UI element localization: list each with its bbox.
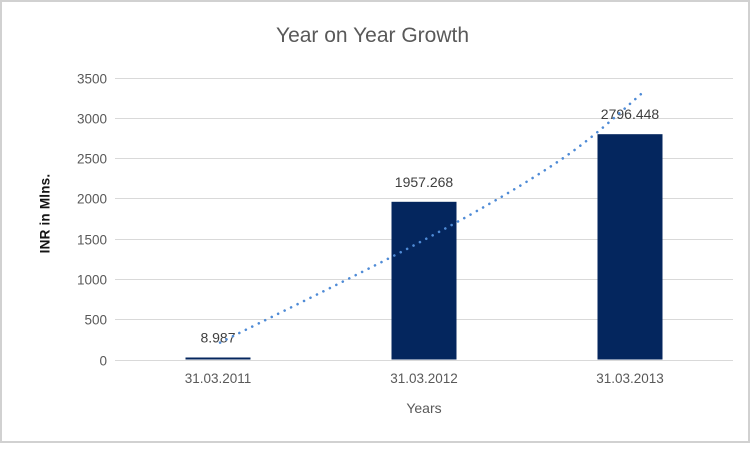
x-tick-label: 31.03.2011 bbox=[185, 371, 252, 386]
bar-1 bbox=[185, 357, 251, 360]
data-label-2: 1957.268 bbox=[395, 174, 454, 190]
bar-2 bbox=[391, 201, 457, 360]
y-tick-label: 3000 bbox=[77, 112, 107, 127]
trendline bbox=[218, 89, 646, 344]
x-tick-label: 31.03.2012 bbox=[390, 371, 458, 386]
data-label-3: 2796.448 bbox=[601, 106, 660, 122]
data-label-1: 8.987 bbox=[200, 330, 235, 346]
y-tick-label: 2500 bbox=[77, 152, 107, 167]
y-tick-label: 3500 bbox=[77, 72, 107, 87]
y-tick-label: 0 bbox=[99, 354, 107, 369]
x-axis-title: Years bbox=[406, 400, 442, 416]
chart-title: Year on Year Growth bbox=[275, 24, 470, 47]
y-tick-label: 1500 bbox=[77, 233, 107, 248]
x-tick-label: 31.03.2013 bbox=[596, 371, 664, 386]
y-tick-label: 2000 bbox=[77, 192, 107, 207]
bar-3 bbox=[597, 134, 663, 360]
y-tick-label: 1000 bbox=[77, 273, 107, 288]
chart-frame: Year on Year Growth INR in Mlns. 0 500 100… bbox=[0, 0, 750, 443]
y-tick-label: 500 bbox=[84, 313, 107, 328]
